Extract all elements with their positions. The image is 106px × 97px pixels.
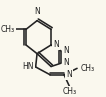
Text: CH₃: CH₃ xyxy=(62,87,76,96)
Text: N: N xyxy=(63,46,69,55)
Text: N: N xyxy=(63,58,69,67)
Text: CH₃: CH₃ xyxy=(81,64,95,73)
Text: N: N xyxy=(53,40,59,48)
Text: HN: HN xyxy=(23,62,34,71)
Text: CH₃: CH₃ xyxy=(1,25,15,34)
Text: N: N xyxy=(66,70,72,79)
Text: N: N xyxy=(34,7,40,16)
